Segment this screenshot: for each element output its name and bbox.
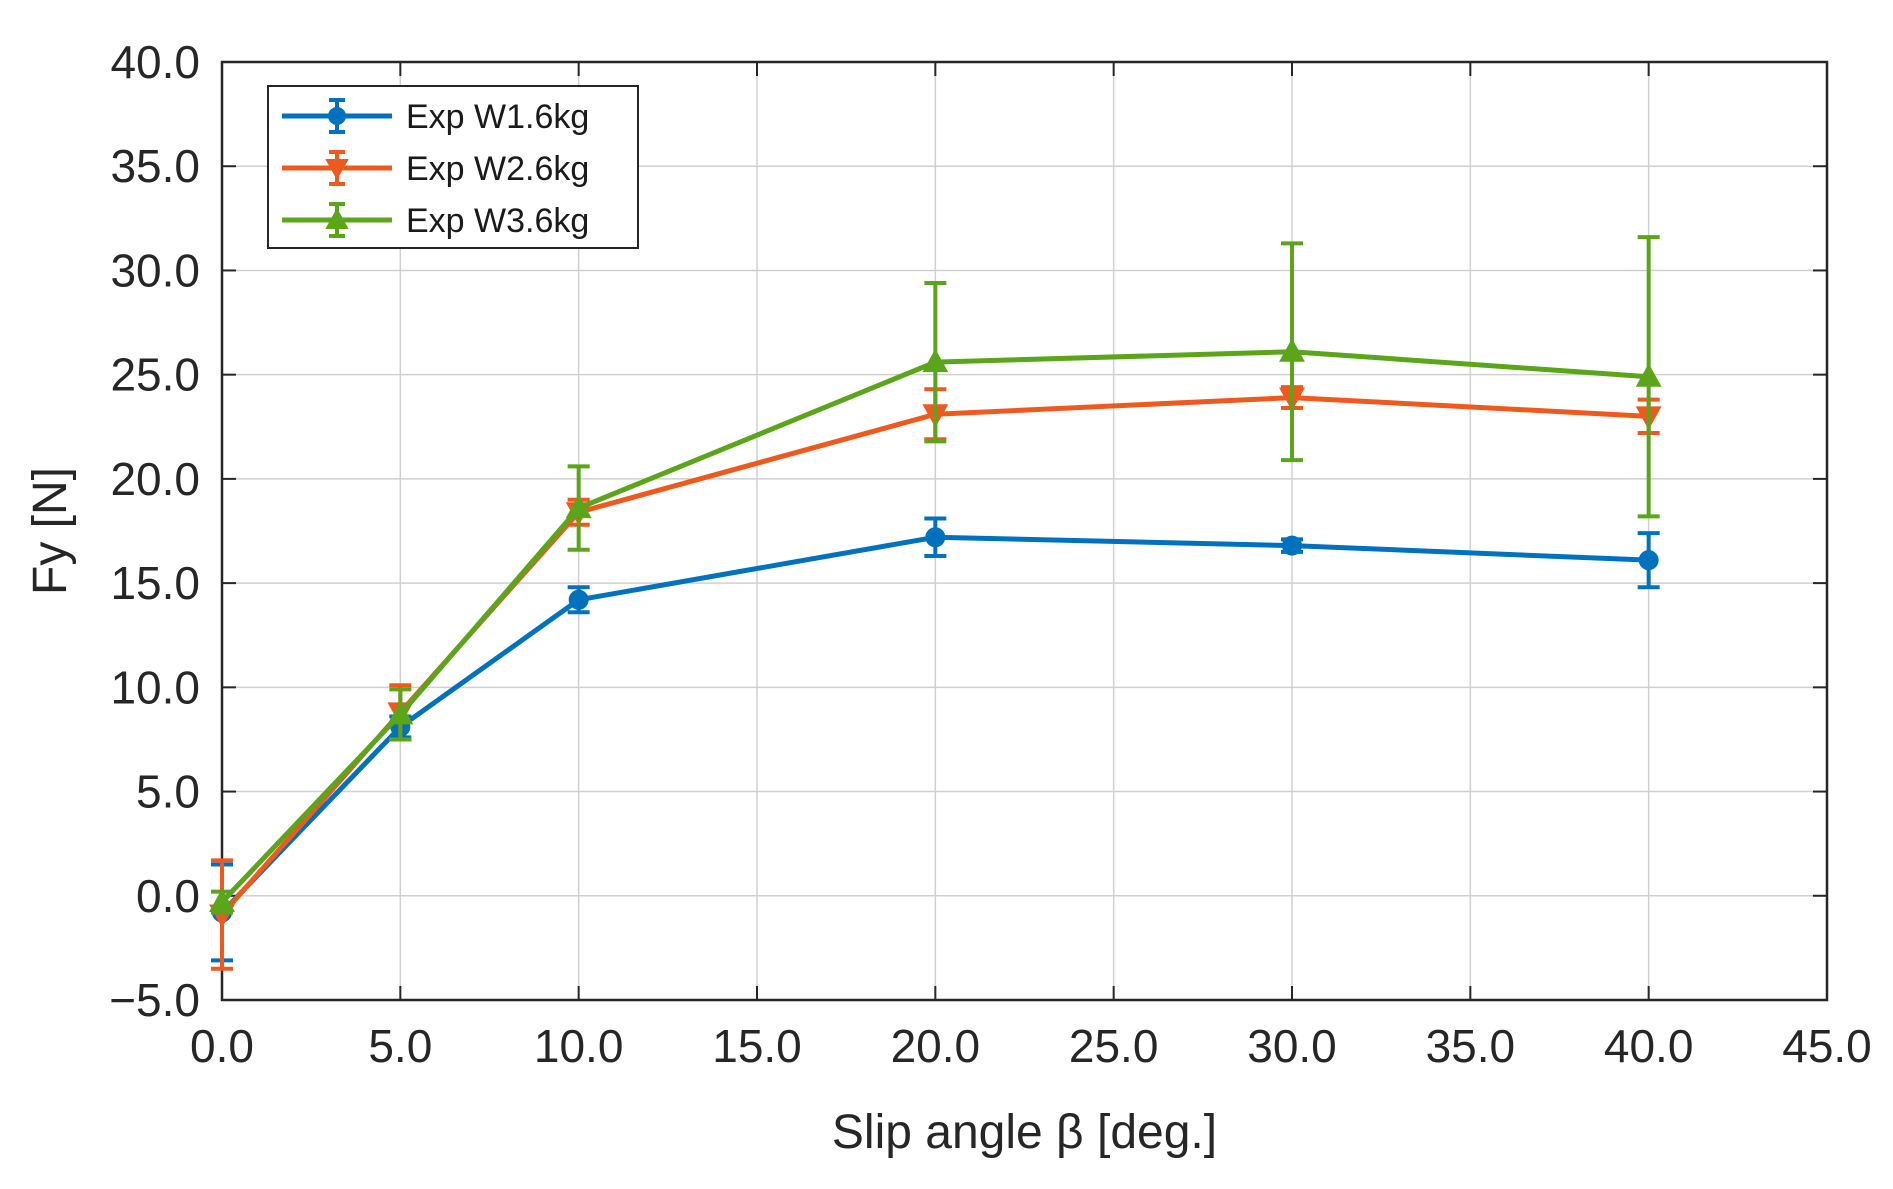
legend-label: Exp W2.6kg [406,150,589,188]
legend: Exp W1.6kg Exp W2.6kg Exp W3.6kg [267,85,639,249]
y-tick-label: 5.0 [136,766,200,818]
x-tick-label: 10.0 [534,1020,624,1072]
series-layer [209,235,1662,971]
y-tick-label: 15.0 [110,557,200,609]
series-line [220,349,1649,904]
x-tick-label: 20.0 [891,1020,981,1072]
y-tick-label: 0.0 [136,870,200,922]
y-tick-label: 10.0 [110,661,200,713]
data-point [209,888,235,913]
data-point [568,589,589,610]
x-tick-label: 5.0 [368,1020,432,1072]
series-3 [209,235,1662,915]
x-tick-label: 45.0 [1782,1020,1872,1072]
x-tick-label: 25.0 [1069,1020,1159,1072]
legend-marker [325,207,349,229]
legend-entry: Exp W2.6kg [282,150,589,188]
x-tick-label: 35.0 [1426,1020,1516,1072]
data-point [387,701,414,725]
data-point [1635,363,1662,387]
data-point [1638,550,1659,571]
data-point [925,527,946,548]
x-tick-label: 15.0 [712,1020,802,1072]
legend-entry: Exp W3.6kg [282,202,589,240]
legend-marker [328,107,346,125]
x-tick-label: 0.0 [190,1020,254,1072]
y-tick-label: 35.0 [110,140,200,192]
ticks: 0.0 5.0 10.0 15.0 20.0 25.0 30.0 35.0 40.0 45.0 −5… [109,36,1872,1072]
legend-entry: Exp W1.6kg [282,98,589,136]
legend-label: Exp W3.6kg [406,202,589,240]
y-tick-label: 30.0 [110,244,200,296]
x-tick-label: 40.0 [1604,1020,1694,1072]
series-line [220,534,1649,915]
y-tick-label: −5.0 [109,974,200,1026]
data-point [1279,338,1305,362]
y-tick-label: 20.0 [110,453,200,505]
x-axis-title: Slip angle β [deg.] [832,1106,1217,1159]
legend-label: Exp W1.6kg [406,98,589,136]
series-1 [211,516,1660,963]
y-axis-title: Fy [N] [24,467,77,595]
data-point [1282,535,1302,556]
data-point [565,494,592,519]
plot-frame [220,60,1829,1002]
x-tick-label: 30.0 [1247,1020,1337,1072]
y-tick-label: 40.0 [110,36,200,88]
y-tick-label: 25.0 [110,349,200,401]
data-point [922,348,949,373]
legend-marker [325,159,349,181]
